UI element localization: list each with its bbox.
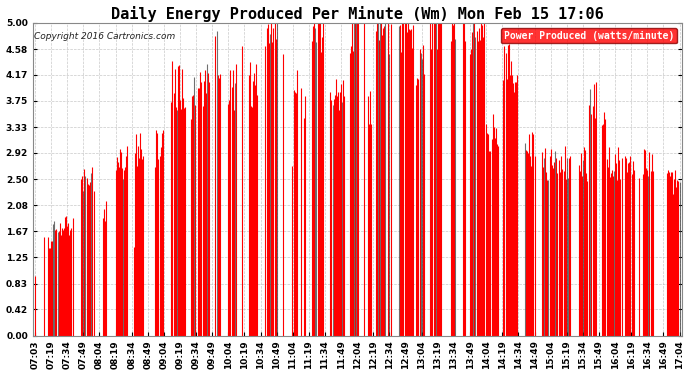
- Text: Copyright 2016 Cartronics.com: Copyright 2016 Cartronics.com: [34, 32, 175, 41]
- Title: Daily Energy Produced Per Minute (Wm) Mon Feb 15 17:06: Daily Energy Produced Per Minute (Wm) Mo…: [111, 6, 604, 21]
- Legend: Power Produced (watts/minute): Power Produced (watts/minute): [501, 28, 677, 44]
